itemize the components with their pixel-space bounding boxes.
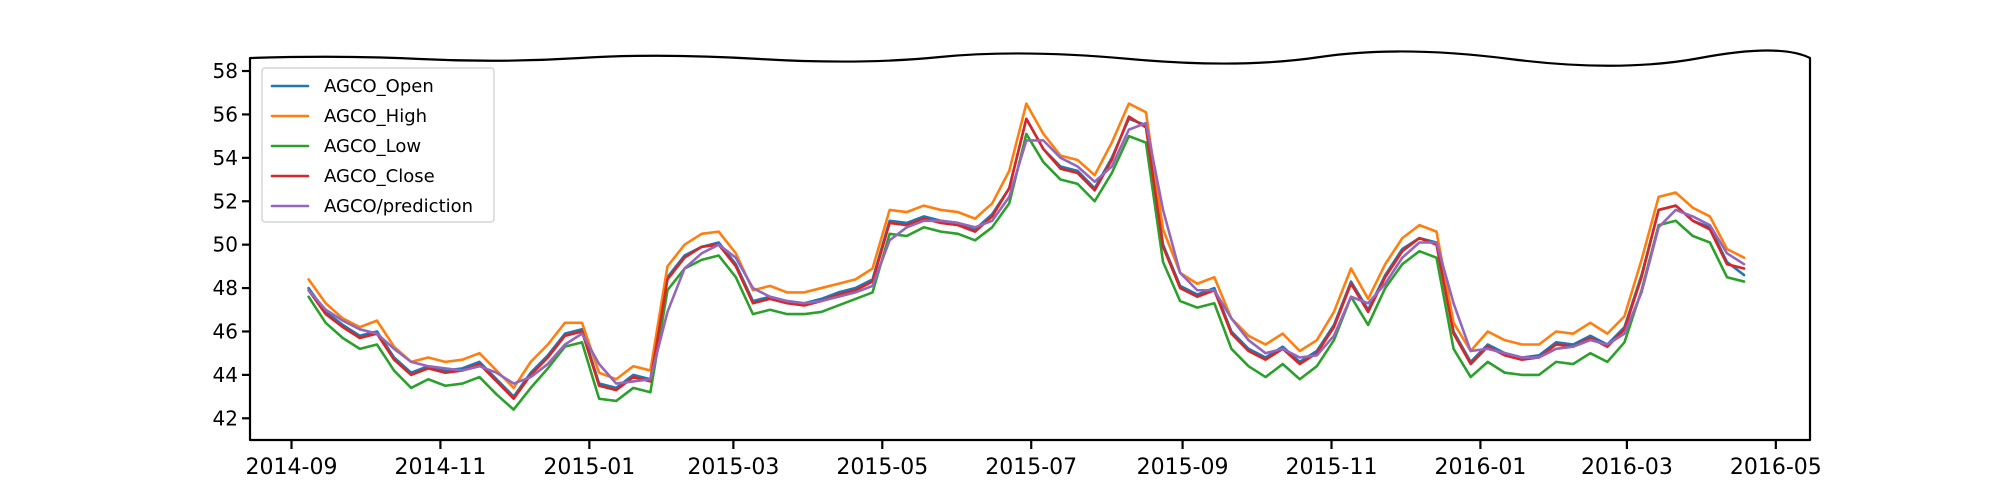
x-tick-label: 2016-03 [1581, 455, 1673, 480]
y-tick-label: 58 [213, 59, 238, 83]
y-axis: 42 44 46 48 50 52 54 56 58 [213, 59, 250, 430]
legend-label-agco-open: AGCO_Open [324, 76, 434, 97]
legend-label-agco-prediction: AGCO/prediction [324, 196, 473, 217]
x-tick-label: 2015-03 [687, 455, 779, 480]
legend-label-agco-high: AGCO_High [324, 106, 427, 127]
series-line-agco-prediction [307, 121, 1746, 385]
legend-label-agco-low: AGCO_Low [324, 136, 421, 157]
y-tick-label: 42 [213, 406, 238, 430]
series-layer [307, 102, 1746, 411]
legend: AGCO_Open AGCO_High AGCO_Low AGCO_Close AGCO… [261, 67, 495, 223]
legend-items: AGCO_Open AGCO_High AGCO_Low AGCO_Close AGCO… [270, 76, 473, 217]
x-tick-label: 2015-09 [1137, 455, 1229, 480]
y-tick-label: 54 [213, 146, 238, 170]
x-tick-label: 2015-01 [543, 455, 635, 480]
series-line-agco-high [307, 102, 1746, 390]
x-tick-label: 2015-07 [985, 455, 1077, 480]
legend-box [261, 67, 495, 223]
series-line-agco-close [307, 115, 1746, 401]
y-tick-label: 56 [213, 102, 238, 126]
x-tick-label: 2015-11 [1286, 455, 1378, 480]
y-tick-label: 52 [213, 189, 238, 213]
x-tick-label: 2015-05 [836, 455, 928, 480]
x-axis: 2014-09 2014-11 2015-01 2015-03 2015-05 2015-… [246, 440, 1822, 480]
axes: 42 44 46 48 50 52 54 56 58 2014-09 2014-11 2015-01… [213, 59, 1822, 480]
y-tick-label: 46 [213, 319, 238, 343]
x-tick-label: 2016-05 [1730, 455, 1822, 480]
y-tick-label: 50 [213, 233, 238, 257]
x-tick-label: 2016-01 [1434, 455, 1526, 480]
plot-area-frame [248, 49, 1812, 442]
y-tick-label: 44 [213, 363, 238, 387]
x-tick-label: 2014-09 [246, 455, 338, 480]
y-tick-label: 48 [213, 276, 238, 300]
x-tick-label: 2014-11 [394, 455, 486, 480]
series-line-agco-low [307, 132, 1746, 411]
legend-label-agco-close: AGCO_Close [324, 166, 435, 187]
